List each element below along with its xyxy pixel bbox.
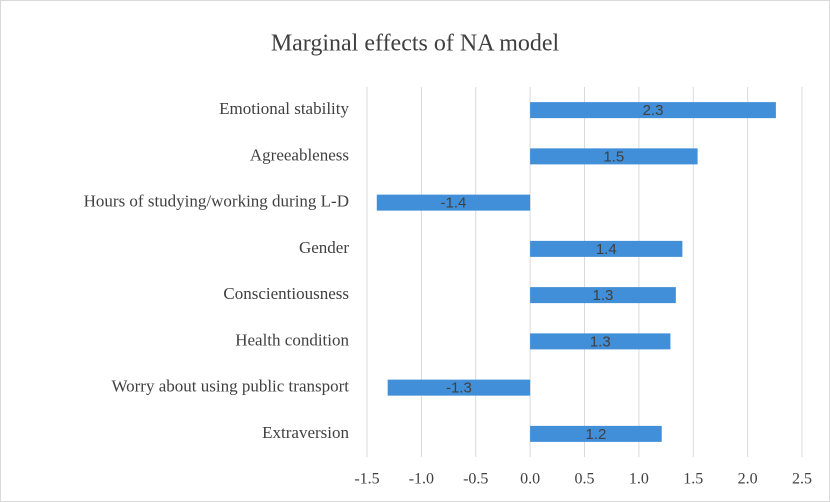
y-tick-label: Health condition bbox=[235, 330, 349, 349]
x-tick-label: 0.0 bbox=[520, 471, 540, 488]
data-label: -1.4 bbox=[441, 195, 467, 212]
data-label: 1.3 bbox=[590, 333, 611, 350]
data-label: -1.3 bbox=[446, 380, 472, 397]
x-tick-label: -0.5 bbox=[463, 471, 488, 488]
y-tick-label: Agreeableness bbox=[250, 145, 349, 164]
x-tick-label: 0.5 bbox=[575, 471, 595, 488]
data-label: 2.3 bbox=[643, 102, 664, 119]
x-tick-label: -1.0 bbox=[409, 471, 434, 488]
y-tick-label: Conscientiousness bbox=[223, 284, 349, 303]
y-tick-label: Extraversion bbox=[262, 423, 349, 442]
bar bbox=[387, 379, 531, 396]
x-tick-label: 1.5 bbox=[683, 471, 703, 488]
y-tick-label: Hours of studying/working during L-D bbox=[84, 192, 349, 211]
data-label: 1.2 bbox=[585, 426, 606, 443]
bar bbox=[376, 194, 531, 211]
x-tick-label: 2.0 bbox=[738, 471, 758, 488]
x-tick-label: -1.5 bbox=[354, 471, 379, 488]
bar bbox=[530, 102, 776, 119]
bar bbox=[530, 425, 662, 442]
bar bbox=[530, 287, 676, 304]
y-tick-label: Emotional stability bbox=[219, 99, 349, 118]
data-label: 1.5 bbox=[603, 148, 624, 165]
bar bbox=[530, 333, 671, 350]
chart-title: Marginal effects of NA model bbox=[271, 31, 560, 57]
x-tick-label: 1.0 bbox=[629, 471, 649, 488]
bar bbox=[530, 240, 683, 257]
x-tick-label: 2.5 bbox=[792, 471, 812, 488]
bar bbox=[530, 148, 698, 165]
y-tick-label: Gender bbox=[299, 238, 349, 257]
data-label: 1.3 bbox=[593, 287, 614, 304]
data-label: 1.4 bbox=[596, 241, 617, 258]
y-tick-label: Worry about using public transport bbox=[111, 377, 349, 396]
